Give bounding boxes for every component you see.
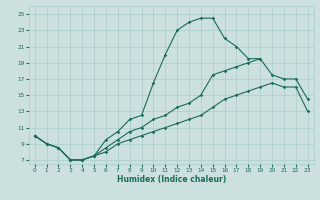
X-axis label: Humidex (Indice chaleur): Humidex (Indice chaleur) <box>116 175 226 184</box>
